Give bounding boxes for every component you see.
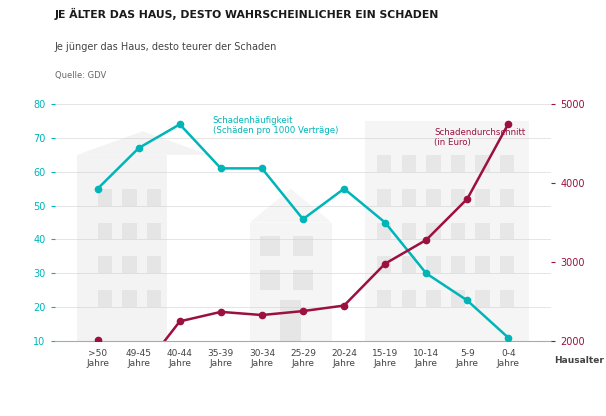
Bar [500,189,514,206]
Bar [98,223,112,240]
Bar [426,290,441,307]
Bar [476,256,490,273]
Bar [476,155,490,172]
Bar [122,189,137,206]
Text: Schadendurchschnitt
(in Euro): Schadendurchschnitt (in Euro) [435,128,525,147]
Bar [122,290,137,307]
Bar [98,256,112,273]
Bar [451,290,465,307]
Bar [260,270,281,290]
Bar [147,223,161,240]
Bar [293,270,313,290]
Bar [147,290,161,307]
Bar [122,256,137,273]
Bar [476,189,490,206]
Text: Quelle: GDV: Quelle: GDV [55,71,106,80]
Bar [500,290,514,307]
Bar [365,121,529,341]
Bar [98,290,112,307]
Bar [293,236,313,256]
Bar [377,223,391,240]
Bar [377,256,391,273]
Bar [402,223,416,240]
Bar [402,256,416,273]
Text: Je jünger das Haus, desto teurer der Schaden: Je jünger das Haus, desto teurer der Sch… [55,42,277,52]
Bar [426,256,441,273]
Bar [426,189,441,206]
Bar [451,223,465,240]
Bar [377,189,391,206]
Bar [500,155,514,172]
Bar [98,189,112,206]
Text: JE ÄLTER DAS HAUS, DESTO WAHRSCHEINLICHER EIN SCHADEN: JE ÄLTER DAS HAUS, DESTO WAHRSCHEINLICHE… [55,8,439,20]
Bar [377,155,391,172]
Bar [122,223,137,240]
Bar [402,189,416,206]
Bar [250,223,331,341]
Polygon shape [250,189,331,223]
Bar [260,236,281,256]
Polygon shape [77,131,208,155]
Bar [426,223,441,240]
Bar [377,290,391,307]
Bar [451,189,465,206]
Text: Hausalter: Hausalter [554,356,604,365]
Bar [426,155,441,172]
Bar [147,256,161,273]
Bar [451,256,465,273]
Bar [451,155,465,172]
Bar [77,155,167,341]
Bar [402,155,416,172]
Bar [281,300,301,341]
Bar [402,290,416,307]
Text: Schadenhäufigkeit
(Schäden pro 1000 Verträge): Schadenhäufigkeit (Schäden pro 1000 Vert… [213,116,338,135]
Bar [476,290,490,307]
Bar [500,223,514,240]
Bar [476,223,490,240]
Bar [147,189,161,206]
Bar [500,256,514,273]
